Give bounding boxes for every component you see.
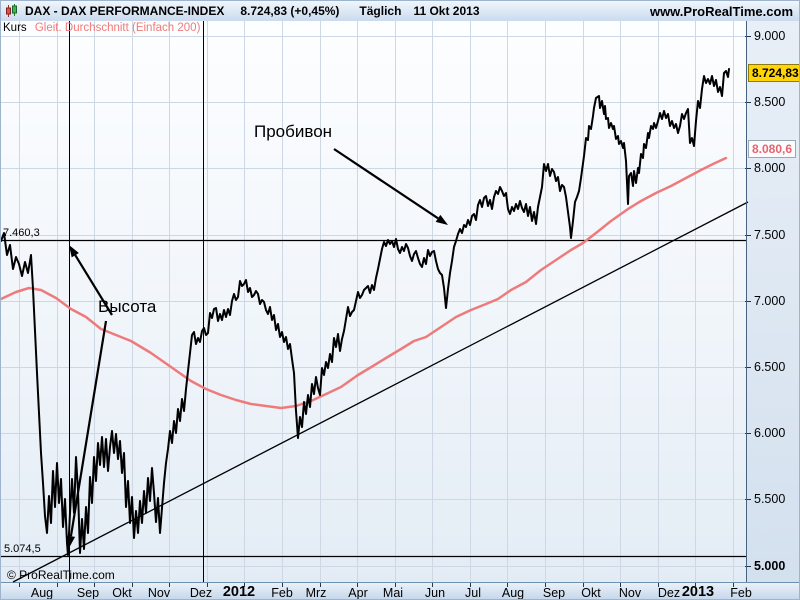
annotation-height[interactable]: Высота (98, 297, 157, 316)
y-axis-label: 8.000 (754, 161, 786, 175)
y-axis-label: 6.000 (754, 426, 786, 440)
copyright-watermark: © ProRealTime.com (7, 568, 115, 582)
x-axis-month-label: Mrz (305, 586, 327, 600)
x-axis-month-label: Aug (501, 586, 525, 600)
x-axis-month-label: Okt (112, 586, 132, 600)
x-axis-month-label: Sep (76, 586, 100, 600)
last-price-and-change: 8.724,83 (+0,45%) (240, 4, 340, 18)
site-link: www.ProRealTime.com (649, 3, 793, 19)
session-date: 11 Okt 2013 (413, 4, 480, 18)
x-axis-month-label: Dez (189, 586, 213, 600)
x-axis-month-label: Sep (542, 586, 566, 600)
annotation-breakout[interactable]: Пробивон (254, 122, 333, 141)
instrument-title: DAX - DAX PERFORMANCE-INDEX (25, 4, 225, 18)
ma-legend-label: Gleit. Durchschnitt (Einfach 200) (34, 22, 201, 34)
ma-value-badge: 8.080,6 (748, 140, 797, 158)
x-axis-month-label: Feb (271, 586, 293, 600)
x-axis-year-label: 2013 (681, 584, 715, 600)
candlestick-icon (5, 4, 18, 18)
x-axis-month-label: Okt (581, 586, 601, 600)
y-axis-label: 9.000 (754, 29, 786, 43)
y-axis-label: 6.500 (754, 360, 786, 374)
y-axis-label: 8.500 (754, 95, 786, 109)
chart-legend: Kurs Gleit. Durchschnitt (Einfach 200) (3, 22, 200, 34)
x-axis-month-label: Jun (424, 586, 446, 600)
resistance-level-label: 7.460,3 (3, 227, 40, 239)
last-price-badge: 8.724,83 (748, 64, 799, 82)
y-axis-label: 5.500 (754, 492, 786, 506)
y-axis[interactable]: 9.000 8.500 8.000 7.500 7.000 6.500 6.000 5.500… (747, 21, 799, 582)
x-axis-month-label: Aug (30, 586, 54, 600)
x-axis-year-label: 2012 (222, 584, 256, 600)
x-axis-month-label: Nov (147, 586, 171, 600)
x-axis-month-label: Mai (382, 586, 404, 600)
x-axis-month-label: Dez (657, 586, 681, 600)
x-axis-month-label: Jul (465, 586, 481, 600)
timeframe-label: Täglich (359, 4, 402, 18)
y-axis-label: 7.000 (754, 294, 786, 308)
support-level-label: 5.074,5 (4, 543, 41, 555)
x-axis[interactable]: Aug Sep Okt Nov Dez 2012 Feb Mrz Apr Mai Jun Jul Aug… (1, 582, 799, 600)
price-legend-label: Kurs (3, 22, 27, 34)
y-axis-label: 5.000 (754, 559, 786, 573)
x-axis-month-label: Nov (618, 586, 642, 600)
title-bar: DAX - DAX PERFORMANCE-INDEX 8.724,83 (+0… (1, 1, 799, 22)
x-axis-month-label: Apr (348, 586, 368, 600)
x-axis-month-label: Feb (730, 586, 752, 600)
y-axis-label: 7.500 (754, 228, 786, 242)
